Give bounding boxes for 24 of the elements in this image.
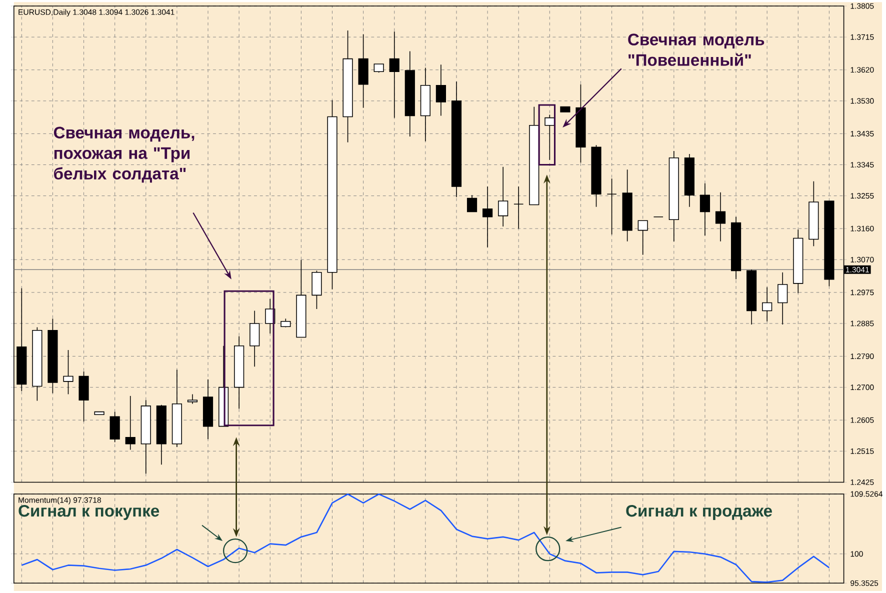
candlestick — [110, 412, 120, 443]
candlestick — [638, 220, 648, 256]
candlestick — [466, 194, 478, 212]
candlestick — [498, 166, 508, 228]
candlestick — [606, 178, 617, 235]
candlestick — [514, 186, 524, 230]
annotation: Сигнал к покупке — [18, 505, 160, 520]
candlestick — [187, 394, 198, 404]
candlestick — [715, 192, 726, 242]
candlestick — [778, 272, 788, 326]
candlestick — [482, 186, 493, 248]
candlestick — [312, 270, 322, 310]
annotation: Свечная модель, похожая на "Три белых солдата" — [54, 126, 194, 183]
candlestick — [125, 396, 136, 450]
candlestick — [389, 31, 400, 118]
candlestick — [63, 350, 74, 395]
candlestick — [700, 183, 710, 236]
candlestick — [436, 64, 446, 116]
annotation: Сигнал к продаже — [626, 505, 772, 520]
candlestick — [544, 114, 555, 160]
candlestick — [762, 286, 772, 322]
annotation: Свечная модель "Повешенный" — [628, 34, 764, 66]
candlestick — [78, 371, 89, 422]
candlestick — [250, 310, 260, 368]
